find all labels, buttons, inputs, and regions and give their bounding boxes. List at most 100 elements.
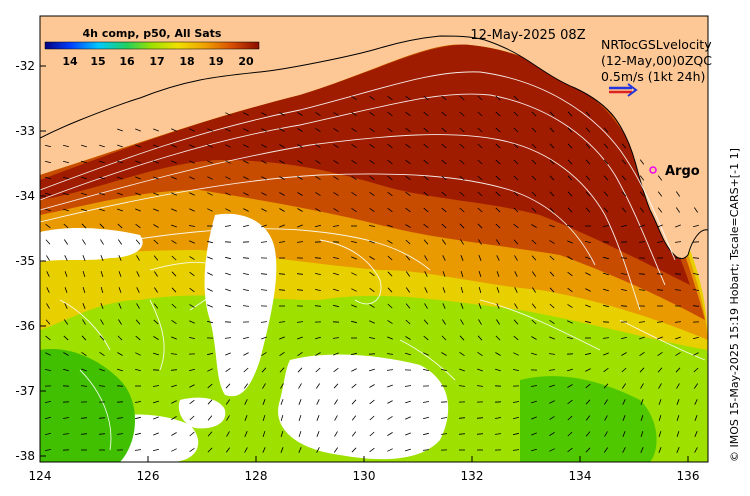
velocity-arrow [315,112,321,116]
velocity-arrow [531,175,537,181]
velocity-arrow [170,369,178,371]
velocity-arrow [243,289,249,291]
velocity-arrow [351,272,357,276]
velocity-arrow [260,289,268,291]
velocity-arrow [280,399,284,405]
legend-line2: (12-May,00)0ZQC [601,53,712,68]
velocity-arrow [531,191,537,197]
velocity-arrow [171,384,177,388]
velocity-arrow [441,239,447,245]
velocity-arrow [658,430,662,438]
velocity-arrow [100,255,104,261]
y-tick-label: -33 [15,124,35,138]
velocity-arrow [332,272,340,276]
velocity-arrow [189,447,195,453]
velocity-arrow [549,240,555,244]
velocity-arrow [693,367,699,373]
velocity-arrow [405,400,411,404]
velocity-arrow [423,175,429,181]
velocity-arrow [369,143,375,149]
velocity-arrow [693,352,699,356]
velocity-arrow [531,336,537,340]
velocity-arrow [296,321,304,323]
velocity-arrow [81,335,87,341]
velocity-arrow [423,127,429,133]
velocity-arrow [495,143,501,149]
velocity-arrow [531,111,537,117]
velocity-arrow [657,207,663,213]
velocity-arrow [298,430,302,438]
velocity-arrow [278,273,286,275]
velocity-arrow [477,143,483,149]
velocity-arrow [369,399,375,405]
velocity-arrow [369,111,375,117]
velocity-arrow [62,433,70,435]
velocity-arrow [442,287,446,293]
velocity-arrow [675,191,681,197]
velocity-arrow [280,383,284,389]
velocity-arrow [225,128,231,132]
velocity-arrow [567,191,573,197]
velocity-arrow [153,416,159,420]
velocity-arrow [244,399,248,405]
y-tick-label: -38 [15,449,35,463]
velocity-arrow [243,273,249,275]
velocity-arrow [80,208,88,212]
ocean-green-east [520,376,657,462]
velocity-arrow [98,417,106,419]
velocity-arrow [602,225,610,227]
y-tick-label: -35 [15,254,35,268]
velocity-arrow [442,271,446,277]
velocity-arrow [152,400,160,404]
velocity-arrow [207,431,213,437]
velocity-arrow [135,208,141,212]
velocity-arrow [207,320,213,324]
velocity-arrow [531,159,537,165]
velocity-arrow [189,128,195,132]
velocity-arrow [262,430,266,438]
velocity-arrow [424,287,428,293]
velocity-arrow [332,337,340,339]
velocity-arrow [44,432,52,436]
velocity-arrow [513,127,519,133]
velocity-arrow [262,414,266,422]
velocity-arrow [153,303,159,309]
velocity-arrow [423,335,429,341]
velocity-arrow [567,384,573,388]
velocity-arrow [171,240,177,244]
velocity-arrow [261,336,267,340]
velocity-arrow [567,175,573,181]
velocity-arrow [82,286,86,294]
velocity-arrow [478,270,482,278]
velocity-arrow [620,224,628,228]
velocity-arrow [513,319,519,325]
velocity-arrow [189,160,195,164]
velocity-arrow [656,241,664,243]
y-tick-label: -34 [15,189,35,203]
velocity-arrow [225,256,231,260]
velocity-arrow [585,415,591,421]
velocity-arrow [459,175,465,181]
velocity-arrow [298,414,302,422]
velocity-arrow [118,255,122,261]
velocity-arrow [405,159,411,165]
velocity-arrow [189,271,195,277]
velocity-arrow [333,192,339,196]
velocity-arrow [549,224,555,228]
velocity-arrow [459,207,465,213]
velocity-arrow [424,303,428,309]
velocity-arrow [405,239,411,245]
velocity-arrow [171,224,177,228]
velocity-arrow [297,208,303,212]
velocity-arrow [458,385,466,387]
velocity-arrow [694,447,698,453]
velocity-arrow [532,287,536,293]
velocity-arrow [423,207,429,213]
velocity-arrow [674,241,682,243]
argo-float-marker[interactable] [649,166,657,174]
velocity-arrow [387,336,393,340]
x-tick-label: 124 [29,469,52,483]
velocity-arrow [478,319,482,325]
velocity-arrow [549,287,555,293]
velocity-arrow [477,223,483,229]
